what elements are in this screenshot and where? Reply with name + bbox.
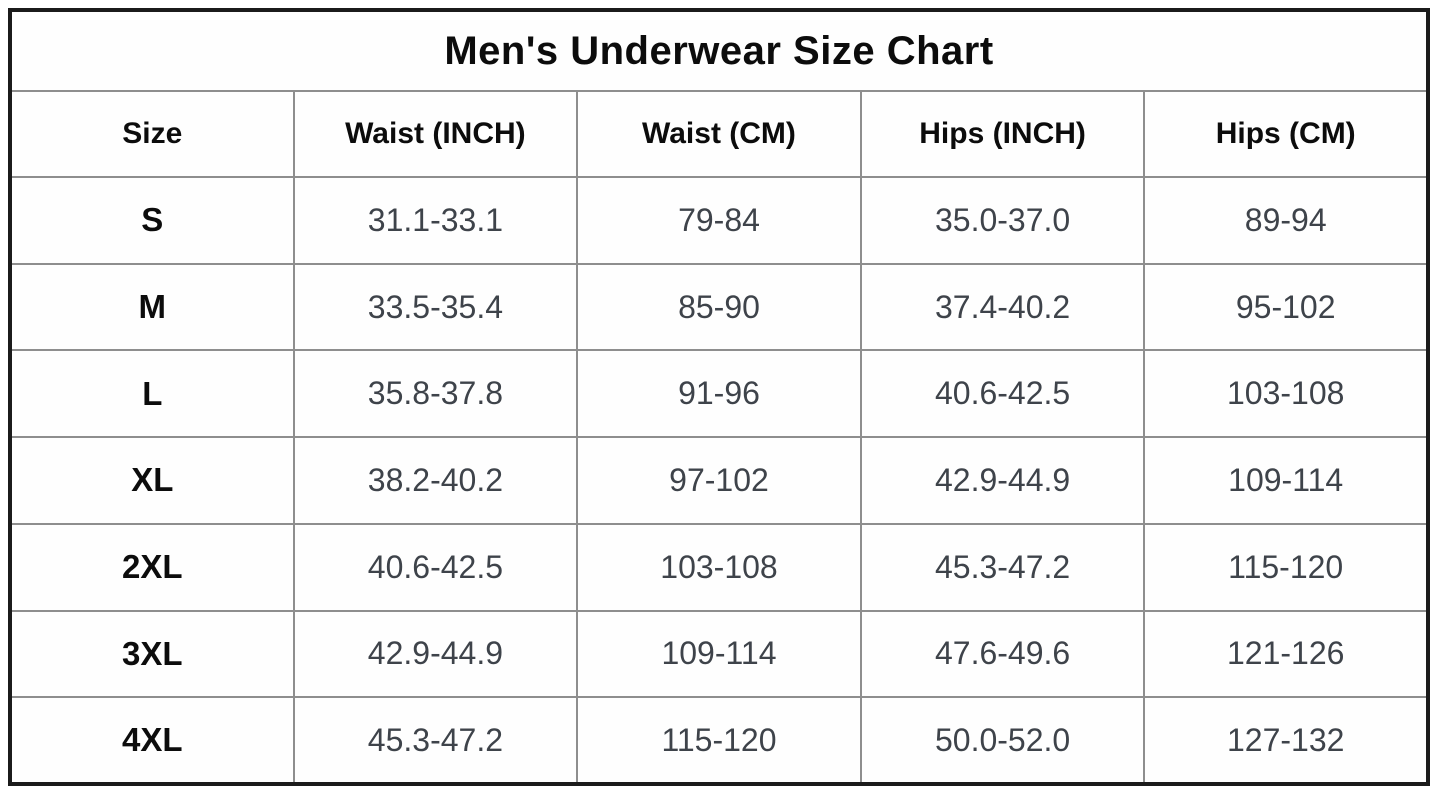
table-row-4xl: 4XL 45.3-47.2 115-120 50.0-52.0 127-132 [9, 696, 1429, 785]
column-header-hips-inch: Hips (INCH) [859, 90, 1146, 178]
hips-inch-value: 35.0-37.0 [859, 176, 1146, 265]
hips-cm-value: 115-120 [1143, 522, 1429, 612]
column-header-hips-cm: Hips (CM) [1143, 90, 1429, 178]
waist-inch-value: 33.5-35.4 [292, 262, 579, 352]
size-label: 2XL [9, 522, 295, 612]
hips-cm-value: 121-126 [1143, 609, 1429, 699]
hips-cm-value: 103-108 [1143, 349, 1429, 439]
size-label: L [9, 349, 295, 439]
hips-inch-value: 40.6-42.5 [859, 349, 1146, 439]
table-row-s: S 31.1-33.1 79-84 35.0-37.0 89-94 [9, 176, 1429, 265]
hips-inch-value: 37.4-40.2 [859, 262, 1146, 352]
chart-title: Men's Underwear Size Chart [9, 9, 1429, 92]
column-header-waist-inch: Waist (INCH) [292, 90, 579, 178]
size-label: M [9, 262, 295, 352]
size-label: S [9, 176, 295, 265]
waist-inch-value: 40.6-42.5 [292, 522, 579, 612]
size-label: XL [9, 436, 295, 525]
table-row-m: M 33.5-35.4 85-90 37.4-40.2 95-102 [9, 262, 1429, 352]
waist-cm-value: 103-108 [576, 522, 862, 612]
size-chart-table: Men's Underwear Size Chart Size Waist (I… [8, 8, 1430, 786]
hips-inch-value: 47.6-49.6 [859, 609, 1146, 699]
waist-inch-value: 45.3-47.2 [292, 696, 579, 785]
hips-cm-value: 109-114 [1143, 436, 1429, 525]
table-row-xl: XL 38.2-40.2 97-102 42.9-44.9 109-114 [9, 436, 1429, 525]
size-label: 4XL [9, 696, 295, 785]
hips-inch-value: 45.3-47.2 [859, 522, 1146, 612]
title-row: Men's Underwear Size Chart [9, 9, 1429, 92]
waist-cm-value: 115-120 [576, 696, 862, 785]
column-header-size: Size [9, 90, 295, 178]
table-row-3xl: 3XL 42.9-44.9 109-114 47.6-49.6 121-126 [9, 609, 1429, 699]
waist-cm-value: 91-96 [576, 349, 862, 439]
table-row-2xl: 2XL 40.6-42.5 103-108 45.3-47.2 115-120 [9, 522, 1429, 612]
waist-cm-value: 97-102 [576, 436, 862, 525]
hips-inch-value: 42.9-44.9 [859, 436, 1146, 525]
size-label: 3XL [9, 609, 295, 699]
waist-cm-value: 85-90 [576, 262, 862, 352]
waist-inch-value: 31.1-33.1 [292, 176, 579, 265]
hips-cm-value: 89-94 [1143, 176, 1429, 265]
hips-cm-value: 127-132 [1143, 696, 1429, 785]
column-header-waist-cm: Waist (CM) [576, 90, 862, 178]
waist-inch-value: 35.8-37.8 [292, 349, 579, 439]
waist-cm-value: 109-114 [576, 609, 862, 699]
hips-inch-value: 50.0-52.0 [859, 696, 1146, 785]
waist-inch-value: 42.9-44.9 [292, 609, 579, 699]
waist-cm-value: 79-84 [576, 176, 862, 265]
hips-cm-value: 95-102 [1143, 262, 1429, 352]
header-row: Size Waist (INCH) Waist (CM) Hips (INCH)… [9, 90, 1429, 178]
waist-inch-value: 38.2-40.2 [292, 436, 579, 525]
table-row-l: L 35.8-37.8 91-96 40.6-42.5 103-108 [9, 349, 1429, 439]
